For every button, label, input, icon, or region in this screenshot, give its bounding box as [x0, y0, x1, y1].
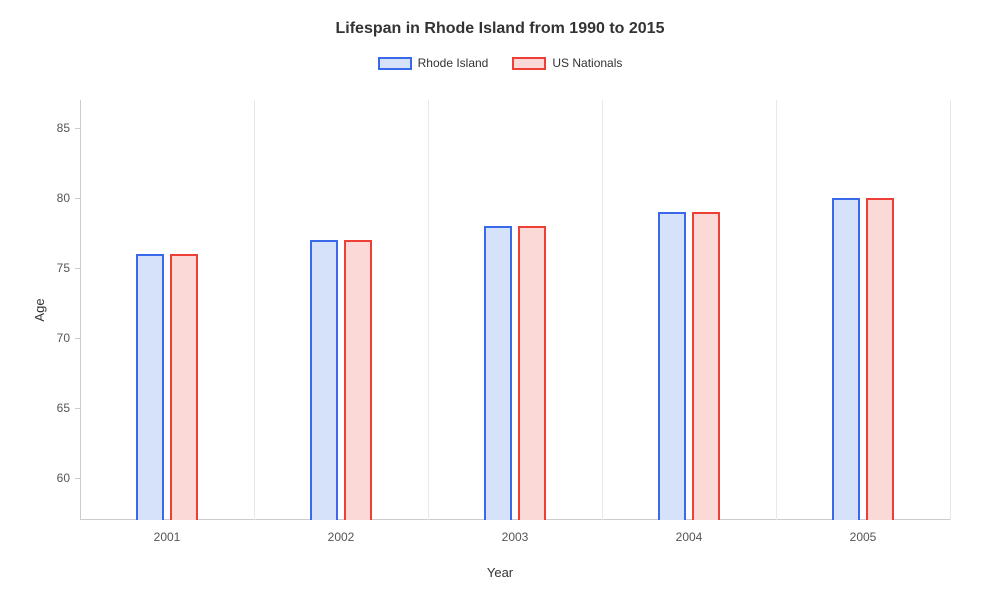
- y-tick-mark: [75, 478, 80, 479]
- y-axis-title: Age: [32, 298, 47, 321]
- gridline-v: [950, 100, 951, 520]
- gridline-v: [254, 100, 255, 520]
- y-tick-mark: [75, 338, 80, 339]
- gridline-v: [776, 100, 777, 520]
- y-tick-label: 75: [57, 261, 70, 275]
- legend-label-rhode-island: Rhode Island: [418, 56, 489, 70]
- plot-area: 60657075808520012002200320042005: [80, 100, 950, 520]
- y-axis-line: [80, 100, 81, 520]
- y-tick-label: 65: [57, 401, 70, 415]
- y-tick-label: 60: [57, 471, 70, 485]
- bar-rhode-island: [136, 254, 164, 520]
- legend-swatch-us-nationals: [512, 57, 546, 70]
- bar-us-nationals: [344, 240, 372, 520]
- bar-rhode-island: [658, 212, 686, 520]
- legend: Rhode Island US Nationals: [0, 56, 1000, 70]
- y-tick-label: 85: [57, 121, 70, 135]
- x-tick-label: 2003: [502, 530, 529, 544]
- y-tick-mark: [75, 268, 80, 269]
- bar-us-nationals: [866, 198, 894, 520]
- legend-label-us-nationals: US Nationals: [552, 56, 622, 70]
- x-tick-label: 2004: [676, 530, 703, 544]
- x-tick-label: 2002: [328, 530, 355, 544]
- bar-rhode-island: [832, 198, 860, 520]
- bar-us-nationals: [692, 212, 720, 520]
- chart-title: Lifespan in Rhode Island from 1990 to 20…: [0, 0, 1000, 38]
- bar-us-nationals: [170, 254, 198, 520]
- x-tick-label: 2001: [154, 530, 181, 544]
- x-axis-line: [80, 519, 950, 520]
- gridline-v: [428, 100, 429, 520]
- bar-rhode-island: [484, 226, 512, 520]
- y-tick-label: 80: [57, 191, 70, 205]
- gridline-v: [602, 100, 603, 520]
- legend-swatch-rhode-island: [378, 57, 412, 70]
- x-tick-label: 2005: [850, 530, 877, 544]
- y-tick-mark: [75, 198, 80, 199]
- bar-rhode-island: [310, 240, 338, 520]
- y-tick-mark: [75, 128, 80, 129]
- chart-container: Lifespan in Rhode Island from 1990 to 20…: [0, 0, 1000, 600]
- y-tick-label: 70: [57, 331, 70, 345]
- bar-us-nationals: [518, 226, 546, 520]
- y-tick-mark: [75, 408, 80, 409]
- x-axis-title: Year: [487, 565, 513, 580]
- legend-item-rhode-island: Rhode Island: [378, 56, 489, 70]
- legend-item-us-nationals: US Nationals: [512, 56, 622, 70]
